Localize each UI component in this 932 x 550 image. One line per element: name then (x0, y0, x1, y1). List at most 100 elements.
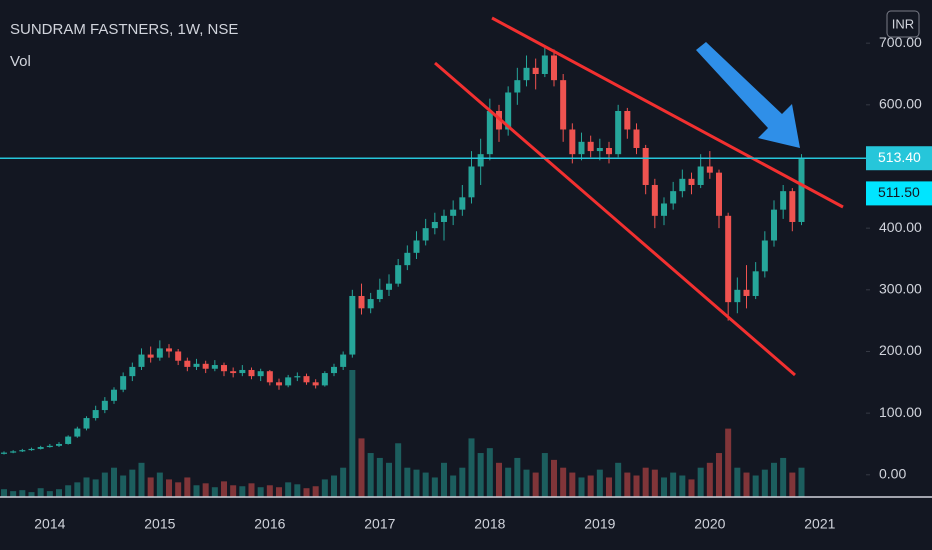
trend-line (434, 61, 796, 377)
volume-label: Vol (10, 53, 31, 70)
candle-body (221, 365, 227, 372)
candle-body (404, 252, 411, 266)
volume-bar (101, 472, 108, 497)
volume-bar (386, 462, 392, 497)
trend-line (491, 16, 844, 209)
candle-body (266, 371, 273, 383)
volume-bar (303, 488, 310, 497)
volume-bar (725, 428, 732, 497)
y-tick-label: 300.00 (879, 281, 922, 297)
x-tick-label: 2016 (254, 516, 285, 532)
volume-bar (651, 469, 658, 497)
candle-body (56, 443, 62, 446)
volume-bar (37, 488, 44, 497)
volume-bar (413, 469, 420, 497)
candle-body (138, 354, 145, 367)
volume-bar (266, 485, 273, 497)
volume-bar (450, 475, 457, 497)
volume-bar (431, 477, 438, 497)
volume-bar (505, 467, 512, 497)
candle-body (376, 289, 383, 300)
volume-bar (56, 489, 62, 497)
chart-title: SUNDRAM FASTNERS, 1W, NSE (10, 21, 238, 38)
candle-body (569, 129, 576, 155)
volume-bar (138, 462, 145, 497)
candle-body (541, 55, 548, 74)
candle-body (175, 351, 182, 361)
volume-bar (28, 492, 35, 497)
volume-bar (771, 462, 777, 497)
y-tick-label: 600.00 (879, 96, 922, 112)
volume-bar (211, 487, 218, 497)
candle-body (92, 410, 99, 419)
volume-bar (358, 438, 365, 497)
volume-bar (706, 462, 713, 497)
candle-body (65, 436, 72, 444)
candle-body (633, 129, 640, 148)
volume-bar (532, 472, 539, 497)
volume-bar (221, 481, 227, 497)
candle-body (725, 215, 732, 303)
y-tick-label: 400.00 (879, 219, 922, 235)
volume-bar (615, 462, 622, 497)
volume-bar (523, 469, 530, 497)
candle-body (486, 110, 493, 155)
volume-bar (193, 485, 200, 497)
candle-body (798, 158, 805, 222)
volume-bar (19, 490, 26, 497)
candle-body (688, 178, 695, 185)
candle-body (459, 197, 466, 210)
volume-bar (10, 491, 17, 497)
candle-body (156, 348, 163, 358)
candle-body (129, 366, 136, 377)
candle-body (743, 289, 750, 296)
volume-bar (120, 475, 127, 497)
candle-body (752, 271, 759, 296)
volume-bar (496, 462, 502, 497)
y-tick-label: 200.00 (879, 342, 922, 358)
candle-body (349, 295, 356, 355)
candle-body (477, 154, 484, 167)
volume-bar (239, 486, 246, 497)
volume-bar (111, 467, 117, 497)
x-tick-label: 2019 (584, 516, 615, 532)
candle-body (312, 382, 319, 386)
volume-bar (679, 475, 686, 497)
candle-body (101, 400, 108, 411)
candle-body (257, 371, 264, 377)
volume-bar (514, 457, 521, 497)
volume-bar (166, 479, 172, 497)
volume-bar (486, 448, 493, 497)
candle-body (239, 369, 246, 374)
candle-body (10, 451, 17, 453)
x-tick-label: 2020 (694, 516, 725, 532)
volume-bar (587, 475, 594, 497)
candle-body (111, 389, 117, 401)
candle-body (358, 295, 365, 309)
candle-body (716, 172, 722, 216)
candle-body (340, 354, 347, 367)
volume-bar (596, 469, 603, 497)
candle-body (19, 450, 26, 452)
candle-body (294, 376, 301, 378)
volume-bar (248, 483, 255, 497)
x-tick-label: 2014 (34, 516, 65, 532)
volume-bar (697, 467, 704, 497)
candle-body (578, 141, 585, 155)
price-label-box (866, 146, 932, 171)
volume-bar (175, 482, 182, 497)
candle-body (670, 191, 677, 204)
candle-body (514, 80, 521, 93)
volume-bar (752, 475, 759, 497)
volume-bar (606, 477, 612, 497)
volume-bar (147, 477, 154, 497)
volume-bar (477, 453, 484, 497)
volume-bar (422, 472, 429, 497)
currency-label[interactable]: INR (892, 16, 914, 31)
candle-body (422, 228, 429, 241)
x-tick-label: 2021 (804, 516, 835, 532)
candle-body (367, 299, 374, 309)
candle-body (551, 55, 557, 81)
currency-box[interactable] (886, 10, 920, 38)
volume-bar (230, 485, 237, 497)
